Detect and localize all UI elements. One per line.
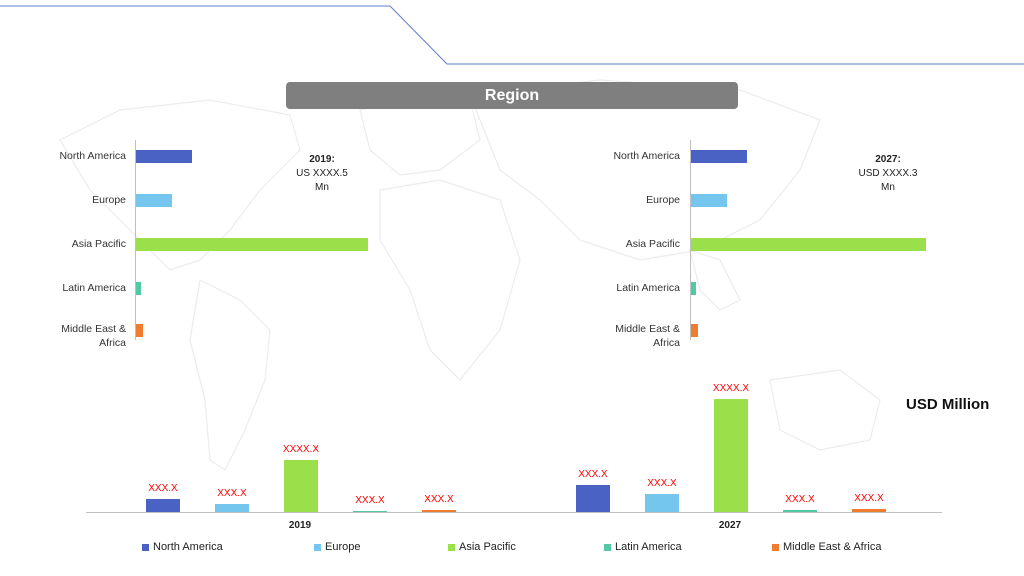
legend-swatch bbox=[142, 543, 149, 551]
total-note-2027: 2027: USD XXXX.3 Mn bbox=[843, 153, 933, 195]
hbar-category-line: Africa bbox=[653, 337, 680, 349]
hbar-category-line: Asia Pacific bbox=[71, 238, 126, 250]
vbar-data-label: XXXX.X bbox=[712, 383, 750, 394]
vbar-group-label-2027: 2027 bbox=[718, 520, 742, 531]
hbar-middle-east-africa-2019 bbox=[136, 324, 143, 337]
legend-item: North America bbox=[142, 541, 223, 553]
region-title: Region bbox=[484, 86, 540, 104]
hbar-category-line: Europe bbox=[646, 194, 680, 206]
hbar-category-label-2027: Middle East & Africa bbox=[570, 322, 680, 350]
hbar-asia-pacific-2019 bbox=[136, 238, 368, 251]
vbar-europe-2019 bbox=[215, 504, 249, 512]
vbar-data-label: XXX.X bbox=[355, 495, 385, 506]
unit-label: USD Million bbox=[906, 396, 990, 413]
hbar-category-label-2027: Latin America bbox=[570, 281, 680, 295]
vbar-asia-pacific-2019 bbox=[284, 460, 318, 512]
hbar-category-line: Latin America bbox=[616, 282, 680, 294]
hbar-axis-2027 bbox=[690, 140, 691, 340]
legend-label: Latin America bbox=[615, 541, 682, 553]
chart-legend: North America Europe Asia Pacific Latin Ame… bbox=[0, 541, 1024, 555]
hbar-north-america-2027 bbox=[691, 150, 747, 163]
legend-item: Europe bbox=[314, 541, 360, 553]
vbar-data-label: XXX.X bbox=[785, 494, 815, 505]
hbar-europe-2027 bbox=[691, 194, 727, 207]
legend-label: Europe bbox=[325, 541, 361, 553]
hbar-middle-east-africa-2027 bbox=[691, 324, 698, 337]
vbar-group-label-2019: 2019 bbox=[288, 520, 312, 531]
hbar-category-label-2019: North America bbox=[16, 149, 126, 163]
hbar-category-line: North America bbox=[59, 150, 126, 162]
vbar-latin-america-2019 bbox=[353, 511, 387, 512]
hbar-axis-2019 bbox=[135, 140, 136, 340]
legend-item: Asia Pacific bbox=[448, 541, 516, 553]
vbar-latin-america-2027 bbox=[783, 510, 817, 512]
hbar-category-label-2027: Europe bbox=[570, 193, 680, 207]
legend-item: Latin America bbox=[604, 541, 682, 553]
legend-label: Asia Pacific bbox=[459, 541, 516, 553]
legend-item: Middle East & Africa bbox=[772, 541, 881, 553]
legend-label: Middle East & Africa bbox=[783, 541, 882, 553]
hbar-category-label-2027: North America bbox=[570, 149, 680, 163]
legend-swatch bbox=[772, 543, 779, 551]
hbar-category-label-2019: Middle East & Africa bbox=[16, 322, 126, 350]
note-value-2019: US XXXX.5 bbox=[296, 168, 348, 179]
legend-swatch bbox=[448, 543, 455, 551]
vbar-north-america-2019 bbox=[146, 499, 180, 512]
hbar-latin-america-2019 bbox=[136, 282, 141, 295]
continents-outline bbox=[59, 79, 881, 471]
hbar-latin-america-2027 bbox=[691, 282, 696, 295]
vbar-data-label: XXX.X bbox=[578, 469, 608, 480]
total-note-2019: 2019: US XXXX.5 Mn bbox=[277, 153, 367, 195]
vbar-data-label: XXX.X bbox=[148, 483, 178, 494]
vbar-middle-east-africa-2019 bbox=[422, 510, 456, 512]
hbar-category-line: North America bbox=[613, 150, 680, 162]
legend-label: North America bbox=[153, 541, 223, 553]
note-year-2019: 2019: bbox=[309, 154, 335, 165]
hbar-category-line: Middle East & bbox=[615, 323, 680, 335]
hbar-europe-2019 bbox=[136, 194, 172, 207]
vbar-data-label: XXX.X bbox=[217, 488, 247, 499]
region-title-bar: Region bbox=[286, 82, 738, 109]
note-year-2027: 2027: bbox=[875, 154, 901, 165]
hbar-category-label-2019: Europe bbox=[16, 193, 126, 207]
vbar-europe-2027 bbox=[645, 494, 679, 512]
vbar-data-label: XXX.X bbox=[424, 494, 454, 505]
note-unit-2019: Mn bbox=[315, 182, 329, 193]
hbar-asia-pacific-2027 bbox=[691, 238, 926, 251]
hbar-category-line: Middle East & bbox=[61, 323, 126, 335]
vbar-north-america-2027 bbox=[576, 485, 610, 512]
legend-swatch bbox=[314, 543, 321, 551]
vbar-data-label: XXX.X bbox=[647, 478, 677, 489]
vbar-middle-east-africa-2027 bbox=[852, 509, 886, 512]
vbar-data-label: XXX.X bbox=[854, 493, 884, 504]
hbar-category-label-2019: Latin America bbox=[16, 281, 126, 295]
vbar-data-label: XXXX.X bbox=[282, 444, 320, 455]
note-value-2027: USD XXXX.3 bbox=[858, 168, 918, 179]
vbar-baseline bbox=[86, 512, 942, 513]
hbar-category-line: Latin America bbox=[62, 282, 126, 294]
hbar-category-line: Africa bbox=[99, 337, 126, 349]
hbar-north-america-2019 bbox=[136, 150, 192, 163]
legend-swatch bbox=[604, 543, 611, 551]
hbar-category-label-2019: Asia Pacific bbox=[16, 237, 126, 251]
hbar-category-line: Asia Pacific bbox=[625, 238, 680, 250]
header-decor-line bbox=[0, 5, 1024, 65]
hbar-category-label-2027: Asia Pacific bbox=[570, 237, 680, 251]
hbar-category-line: Europe bbox=[92, 194, 126, 206]
vbar-asia-pacific-2027 bbox=[714, 399, 748, 512]
note-unit-2027: Mn bbox=[881, 182, 895, 193]
